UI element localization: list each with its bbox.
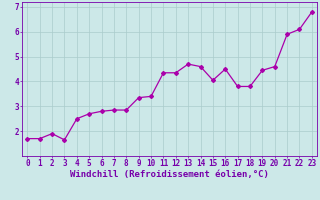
- X-axis label: Windchill (Refroidissement éolien,°C): Windchill (Refroidissement éolien,°C): [70, 170, 269, 179]
